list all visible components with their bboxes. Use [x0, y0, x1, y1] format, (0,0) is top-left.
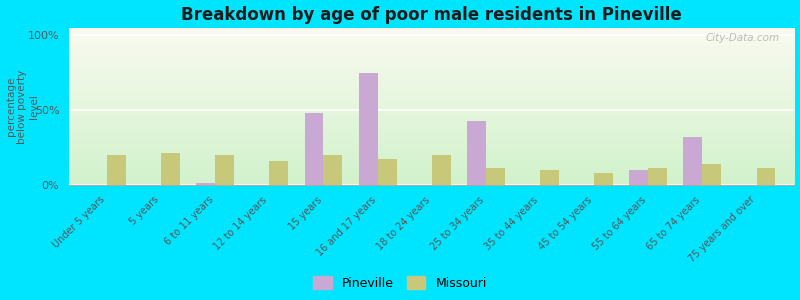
- Bar: [630, 170, 648, 185]
- Bar: [432, 155, 450, 185]
- Bar: [358, 73, 378, 185]
- Bar: [648, 168, 667, 185]
- Text: City-Data.com: City-Data.com: [706, 33, 780, 43]
- Bar: [702, 164, 722, 185]
- Bar: [161, 154, 180, 185]
- Bar: [215, 155, 234, 185]
- Y-axis label: percentage
below poverty
level: percentage below poverty level: [6, 69, 38, 143]
- Legend: Pineville, Missouri: Pineville, Missouri: [310, 273, 490, 294]
- Bar: [683, 137, 702, 185]
- Bar: [323, 155, 342, 185]
- Bar: [594, 173, 613, 185]
- Bar: [107, 155, 126, 185]
- Bar: [540, 170, 559, 185]
- Bar: [196, 183, 215, 185]
- Bar: [270, 161, 288, 185]
- Bar: [305, 113, 323, 185]
- Title: Breakdown by age of poor male residents in Pineville: Breakdown by age of poor male residents …: [182, 6, 682, 24]
- Bar: [757, 168, 775, 185]
- Bar: [378, 160, 397, 185]
- Bar: [467, 121, 486, 185]
- Bar: [486, 168, 505, 185]
